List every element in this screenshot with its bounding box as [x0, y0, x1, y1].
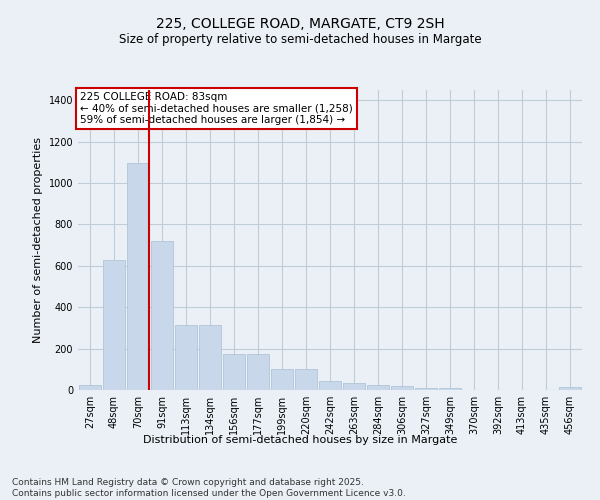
Bar: [391, 386, 413, 390]
Bar: [367, 385, 389, 390]
Bar: [247, 354, 269, 390]
Bar: [175, 325, 197, 390]
Bar: [559, 387, 581, 390]
Bar: [223, 354, 245, 390]
Bar: [271, 370, 293, 390]
Y-axis label: Number of semi-detached properties: Number of semi-detached properties: [33, 137, 43, 343]
Text: 225, COLLEGE ROAD, MARGATE, CT9 2SH: 225, COLLEGE ROAD, MARGATE, CT9 2SH: [155, 18, 445, 32]
Bar: [439, 388, 461, 390]
Text: Contains HM Land Registry data © Crown copyright and database right 2025.
Contai: Contains HM Land Registry data © Crown c…: [12, 478, 406, 498]
Bar: [415, 388, 437, 390]
Bar: [79, 385, 101, 390]
Bar: [319, 380, 341, 390]
Text: Size of property relative to semi-detached houses in Margate: Size of property relative to semi-detach…: [119, 32, 481, 46]
Text: Distribution of semi-detached houses by size in Margate: Distribution of semi-detached houses by …: [143, 435, 457, 445]
Text: 225 COLLEGE ROAD: 83sqm
← 40% of semi-detached houses are smaller (1,258)
59% of: 225 COLLEGE ROAD: 83sqm ← 40% of semi-de…: [80, 92, 353, 126]
Bar: [199, 325, 221, 390]
Bar: [127, 164, 149, 390]
Bar: [103, 260, 125, 390]
Bar: [295, 370, 317, 390]
Bar: [151, 241, 173, 390]
Bar: [343, 383, 365, 390]
